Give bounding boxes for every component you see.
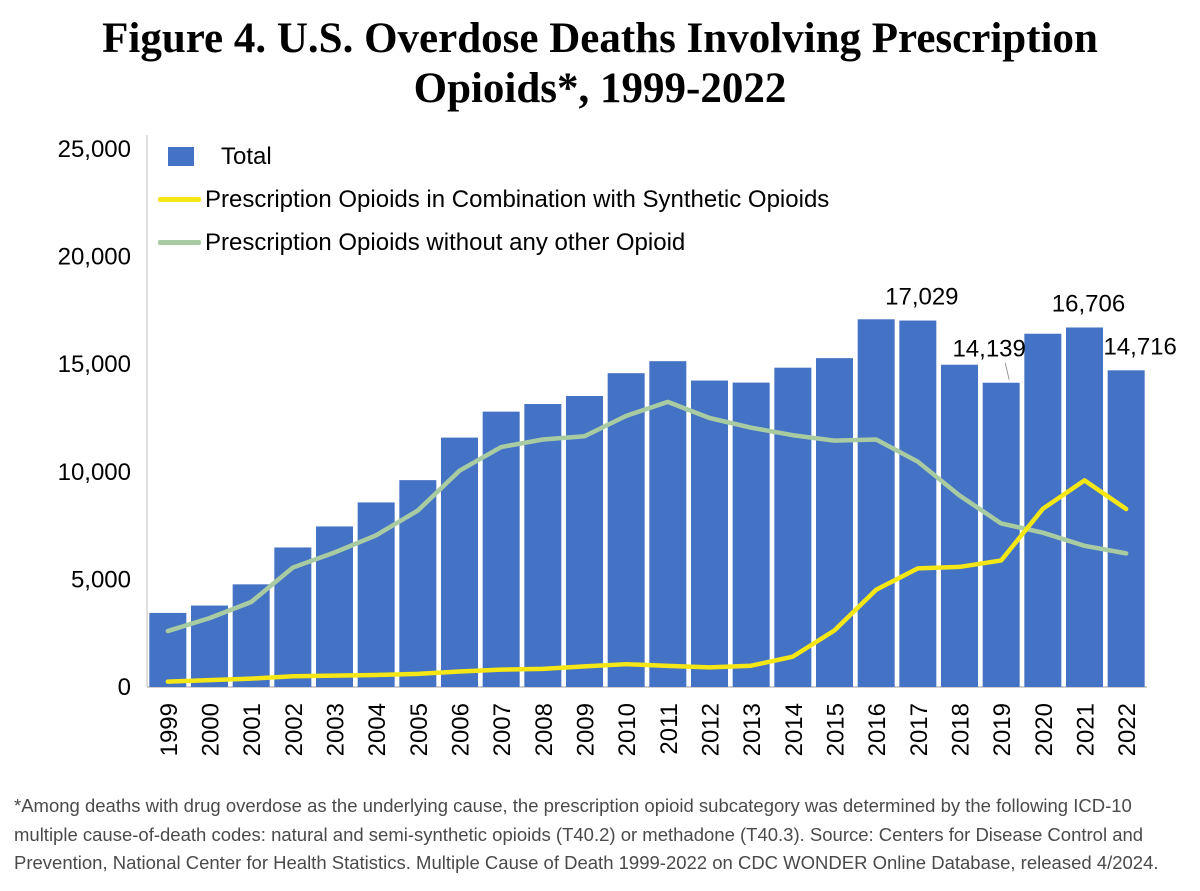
x-tick-label: 2018 <box>948 703 975 756</box>
total-series-swatch <box>168 147 194 167</box>
footnote: *Among deaths with drug overdose as the … <box>14 794 1159 874</box>
data-label-2022: 14,716 <box>1103 333 1176 360</box>
bar-2012 <box>691 380 728 687</box>
x-tick-label: 2013 <box>739 703 766 756</box>
x-tick-label: 2014 <box>781 703 808 756</box>
bar-2019 <box>982 382 1020 687</box>
bar-2005 <box>399 479 437 687</box>
legend-label-without: Prescription Opioids without any other O… <box>205 228 686 256</box>
figure-title-line2: Opioids*, 1999-2022 <box>413 64 787 112</box>
bar-2011 <box>649 360 687 687</box>
figure-title-line1: Figure 4. U.S. Overdose Deaths Involving… <box>102 15 1098 62</box>
bar-2009 <box>566 395 603 687</box>
x-tick-label: 2001 <box>239 703 266 756</box>
bar-2021 <box>1066 327 1103 687</box>
bar-2018 <box>941 364 978 687</box>
x-tick-label: 2011 <box>656 703 683 755</box>
x-tick-label: 2012 <box>698 703 725 756</box>
x-tick-label: 2017 <box>906 703 933 756</box>
bar-2014 <box>774 367 812 687</box>
x-tick-label: 2006 <box>448 703 475 756</box>
without-series-swatch <box>158 240 201 246</box>
bar-2007 <box>482 411 520 687</box>
bar-2013 <box>732 382 770 687</box>
x-tick-label: 2019 <box>989 703 1016 756</box>
legend-item-combination: Prescription Opioids in Combination with… <box>158 185 830 213</box>
bar-2017 <box>899 320 937 687</box>
x-tick-label: 2000 <box>198 703 225 756</box>
legend-label-total: Total <box>221 142 272 170</box>
x-tick-label: 2004 <box>364 703 391 756</box>
x-tick-label: 1999 <box>156 703 183 756</box>
bar-2006 <box>441 437 478 687</box>
chart-area: 0 5,000 10,000 15,000 20,000 25,000 1999 2000 20… <box>0 114 1200 782</box>
x-tick-label: 2008 <box>531 703 558 756</box>
bar-2016 <box>857 319 895 687</box>
x-tick-label: 2015 <box>823 703 850 756</box>
y-tick-label: 25,000 <box>58 136 131 163</box>
y-tick-label: 20,000 <box>58 243 131 270</box>
y-tick-label: 15,000 <box>58 351 131 378</box>
y-tick-label: 5,000 <box>71 566 131 593</box>
x-tick-label: 2020 <box>1031 703 1058 756</box>
x-tick-label: 2005 <box>406 703 433 756</box>
bar-2010 <box>607 372 645 687</box>
chart-legend: Total Prescription Opioids in Combinatio… <box>158 142 830 256</box>
bar-2002 <box>274 547 312 687</box>
line-series <box>165 399 1129 634</box>
legend-label-combination: Prescription Opioids in Combination with… <box>205 185 830 213</box>
bar-2008 <box>524 403 562 687</box>
y-tick-label: 0 <box>118 674 131 701</box>
x-tick-label: 2002 <box>281 703 308 756</box>
data-label-2019: 14,139 <box>952 335 1025 362</box>
combination-series-swatch <box>158 197 201 203</box>
data-label-2021: 16,706 <box>1052 290 1125 317</box>
bar-2022 <box>1107 370 1145 687</box>
overdose-chart-svg: 0 5,000 10,000 15,000 20,000 25,000 1999 2000 20… <box>58 134 1177 756</box>
legend-item-total: Total <box>158 142 829 170</box>
figure-title: Figure 4. U.S. Overdose Deaths Involving… <box>0 0 1200 114</box>
annotation-leader-line <box>1004 362 1010 380</box>
x-tick-label: 2007 <box>489 703 516 756</box>
bar-1999 <box>149 612 187 687</box>
legend-item-without: Prescription Opioids without any other O… <box>158 228 829 256</box>
x-tick-label: 2009 <box>573 703 600 756</box>
x-tick-label: 2003 <box>323 703 350 756</box>
line-series <box>165 477 1129 684</box>
x-tick-label: 2010 <box>614 703 641 756</box>
x-tick-label: 2016 <box>864 703 891 756</box>
y-tick-label: 10,000 <box>58 459 131 486</box>
x-tick-label: 2021 <box>1073 703 1100 756</box>
x-tick-label: 2022 <box>1114 703 1141 756</box>
data-label-2017: 17,029 <box>885 283 958 310</box>
